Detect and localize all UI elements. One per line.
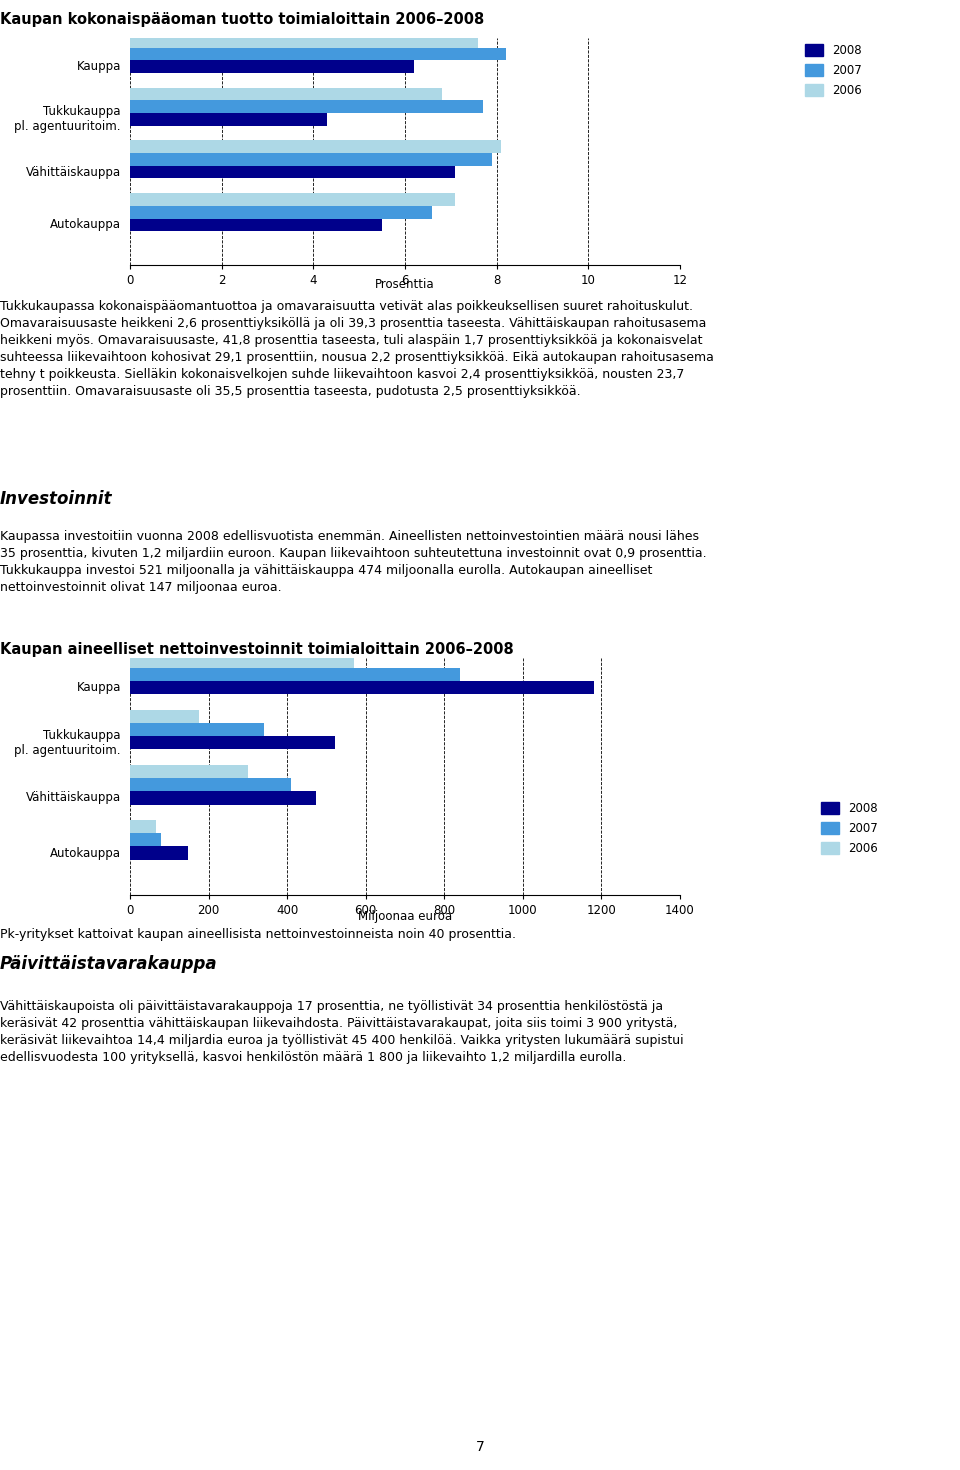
Bar bbox=[130, 820, 156, 833]
Text: Investoinnit: Investoinnit bbox=[0, 490, 112, 509]
Bar bbox=[130, 153, 492, 166]
Text: Vähittäiskaupoista oli päivittäistavarakauppoja 17 prosenttia, ne työllistivät 3: Vähittäiskaupoista oli päivittäistavarak… bbox=[0, 1000, 684, 1064]
Bar bbox=[130, 778, 291, 791]
Legend: 2008, 2007, 2006: 2008, 2007, 2006 bbox=[817, 797, 883, 860]
Text: Päivittäistavarakauppa: Päivittäistavarakauppa bbox=[0, 956, 218, 973]
Bar bbox=[130, 100, 483, 113]
Text: Miljoonaa euroa: Miljoonaa euroa bbox=[358, 910, 452, 923]
Bar bbox=[130, 736, 335, 750]
Bar bbox=[130, 847, 188, 860]
Bar bbox=[130, 764, 248, 778]
Text: 7: 7 bbox=[475, 1441, 485, 1454]
Text: Tukkukaupassa kokonaispääomantuottoa ja omavaraisuutta vetivät alas poikkeuksell: Tukkukaupassa kokonaispääomantuottoa ja … bbox=[0, 300, 714, 398]
Bar bbox=[130, 60, 414, 74]
Text: Kaupan kokonaispääoman tuotto toimialoittain 2006–2008: Kaupan kokonaispääoman tuotto toimialoit… bbox=[0, 12, 484, 26]
Bar bbox=[130, 654, 354, 667]
Bar bbox=[130, 667, 460, 681]
Bar bbox=[130, 113, 327, 125]
Text: Pk-yritykset kattoivat kaupan aineellisista nettoinvestoinneista noin 40 prosent: Pk-yritykset kattoivat kaupan aineellisi… bbox=[0, 928, 516, 941]
Bar bbox=[130, 723, 264, 736]
Legend: 2008, 2007, 2006: 2008, 2007, 2006 bbox=[801, 40, 867, 101]
Bar bbox=[130, 141, 501, 153]
Bar bbox=[130, 206, 433, 219]
Bar bbox=[130, 193, 455, 206]
Text: Prosenttia: Prosenttia bbox=[375, 278, 435, 291]
Bar bbox=[130, 35, 478, 47]
Bar bbox=[130, 710, 199, 723]
Bar bbox=[130, 833, 161, 847]
Text: Kaupan aineelliset nettoinvestoinnit toimialoittain 2006–2008: Kaupan aineelliset nettoinvestoinnit toi… bbox=[0, 642, 514, 657]
Bar bbox=[130, 791, 316, 804]
Bar bbox=[130, 681, 593, 694]
Bar bbox=[130, 219, 382, 231]
Bar bbox=[130, 166, 455, 178]
Bar bbox=[130, 47, 506, 60]
Text: Kaupassa investoitiin vuonna 2008 edellisvuotista enemmän. Aineellisten nettoinv: Kaupassa investoitiin vuonna 2008 edelli… bbox=[0, 531, 707, 594]
Bar bbox=[130, 88, 442, 100]
